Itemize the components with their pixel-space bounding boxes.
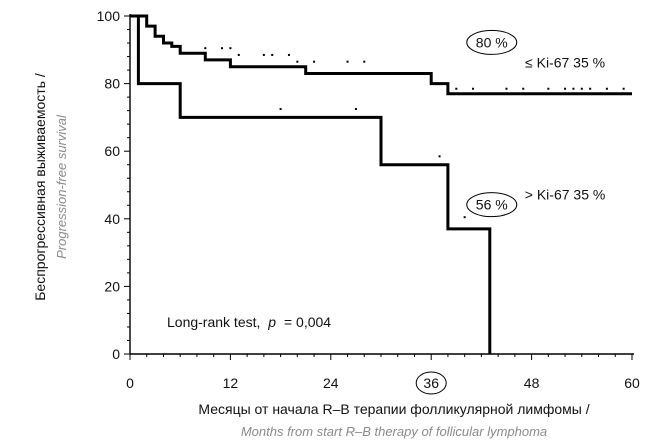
censor-mark: [221, 47, 224, 50]
y-tick-label: 60: [104, 143, 120, 159]
censor-mark: [237, 53, 240, 56]
x-tick-label: 60: [624, 375, 640, 391]
x-axis-title: Месяцы от начала R–B терапии фолликулярн…: [198, 401, 589, 417]
y-axis-title: Беспрогрессивная выживаемость /: [32, 73, 48, 301]
censor-mark: [589, 87, 592, 90]
annotation-percent-label: 56 %: [476, 197, 508, 213]
y-tick-label: 40: [104, 211, 120, 227]
censor-mark: [455, 87, 458, 90]
series-group: [130, 14, 632, 354]
censor-mark: [564, 87, 567, 90]
x-tick-label: 24: [323, 375, 339, 391]
censor-mark: [438, 155, 441, 158]
censor-mark: [363, 60, 366, 63]
censor-mark: [547, 87, 550, 90]
censor-mark: [287, 53, 290, 56]
censor-mark: [296, 60, 299, 63]
annotation-series-label: ≤ Ki-67 35 %: [525, 55, 605, 71]
censor-mark: [522, 87, 525, 90]
x-tick-label: 48: [524, 375, 540, 391]
x-tick-label: 36: [423, 375, 439, 391]
x-tick-highlight-ellipse: [415, 371, 447, 395]
annotation-ellipse: [466, 29, 518, 55]
logrank-p-value: = 0,004: [284, 314, 331, 330]
censor-mark: [472, 87, 475, 90]
censor-mark: [572, 87, 575, 90]
logrank-test-label: Long-rank test, p = 0,004: [167, 314, 331, 330]
censor-mark: [204, 47, 207, 50]
y-axis-subtitle: Progression-free survival: [54, 114, 69, 259]
logrank-test-prefix: Long-rank test,: [167, 314, 260, 330]
censor-mark: [346, 60, 349, 63]
series-line-high-ki67: [130, 14, 492, 354]
x-tick-label: 0: [126, 375, 134, 391]
y-tick-label: 0: [112, 346, 120, 362]
censor-mark: [271, 53, 274, 56]
x-tick-label: 12: [223, 375, 239, 391]
tick-marks: 0 20 40 60 80 100 0 12 24 36 48 60: [97, 8, 640, 395]
censor-mark: [622, 87, 625, 90]
censor-mark: [605, 87, 608, 90]
censor-mark: [463, 216, 466, 219]
y-tick-label: 80: [104, 76, 120, 92]
censor-mark: [505, 87, 508, 90]
censor-mark: [313, 60, 316, 63]
censor-mark: [229, 47, 232, 50]
x-axis-subtitle: Months from start R–B therapy of follicu…: [241, 424, 547, 439]
annotations: 80 % 56 % ≤ Ki-67 35 % > Ki-67 35 %: [466, 29, 606, 218]
annotation-series-label: > Ki-67 35 %: [525, 187, 606, 203]
annotation-ellipse: [466, 192, 518, 218]
y-tick-label: 20: [104, 278, 120, 294]
censor-mark: [262, 53, 265, 56]
annotation-percent-label: 80 %: [476, 34, 508, 50]
censor-mark: [279, 108, 282, 111]
censor-mark: [580, 87, 583, 90]
y-tick-label: 100: [97, 8, 121, 24]
series-line-low-ki67: [130, 14, 632, 96]
censor-mark: [354, 108, 357, 111]
logrank-p-symbol: p: [267, 314, 276, 330]
